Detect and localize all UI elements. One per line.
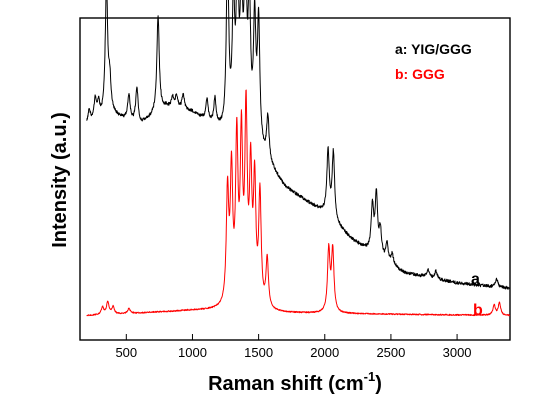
x-tick-label-3000: 3000: [443, 345, 472, 360]
series-layer: [86, 0, 511, 317]
curve-label-a: a: [471, 271, 480, 288]
x-axis-title-main: Raman shift (cm: [208, 373, 364, 395]
legend-entry-a: a: YIG/GGG: [395, 41, 472, 57]
x-tick-label-1000: 1000: [178, 345, 207, 360]
x-axis-title-sup: -1: [364, 369, 376, 384]
x-axis-title: Raman shift (cm-1): [208, 369, 382, 395]
x-tick-label-2000: 2000: [310, 345, 339, 360]
y-axis-title: Intensity (a.u.): [49, 112, 71, 248]
x-tick-label-2500: 2500: [376, 345, 405, 360]
curve-label-b: b: [473, 302, 483, 319]
legend-entry-b: b: GGG: [395, 66, 445, 82]
series-line-b: [86, 89, 511, 317]
x-tick-label-500: 500: [115, 345, 137, 360]
plot-frame: [79, 17, 511, 341]
x-tick-label-1500: 1500: [244, 345, 273, 360]
series-line-a: [86, 0, 511, 290]
x-axis-title-end: ): [375, 373, 382, 395]
x-axis-ticks: 500 1000 1500 2000 2500 3000: [115, 334, 472, 360]
